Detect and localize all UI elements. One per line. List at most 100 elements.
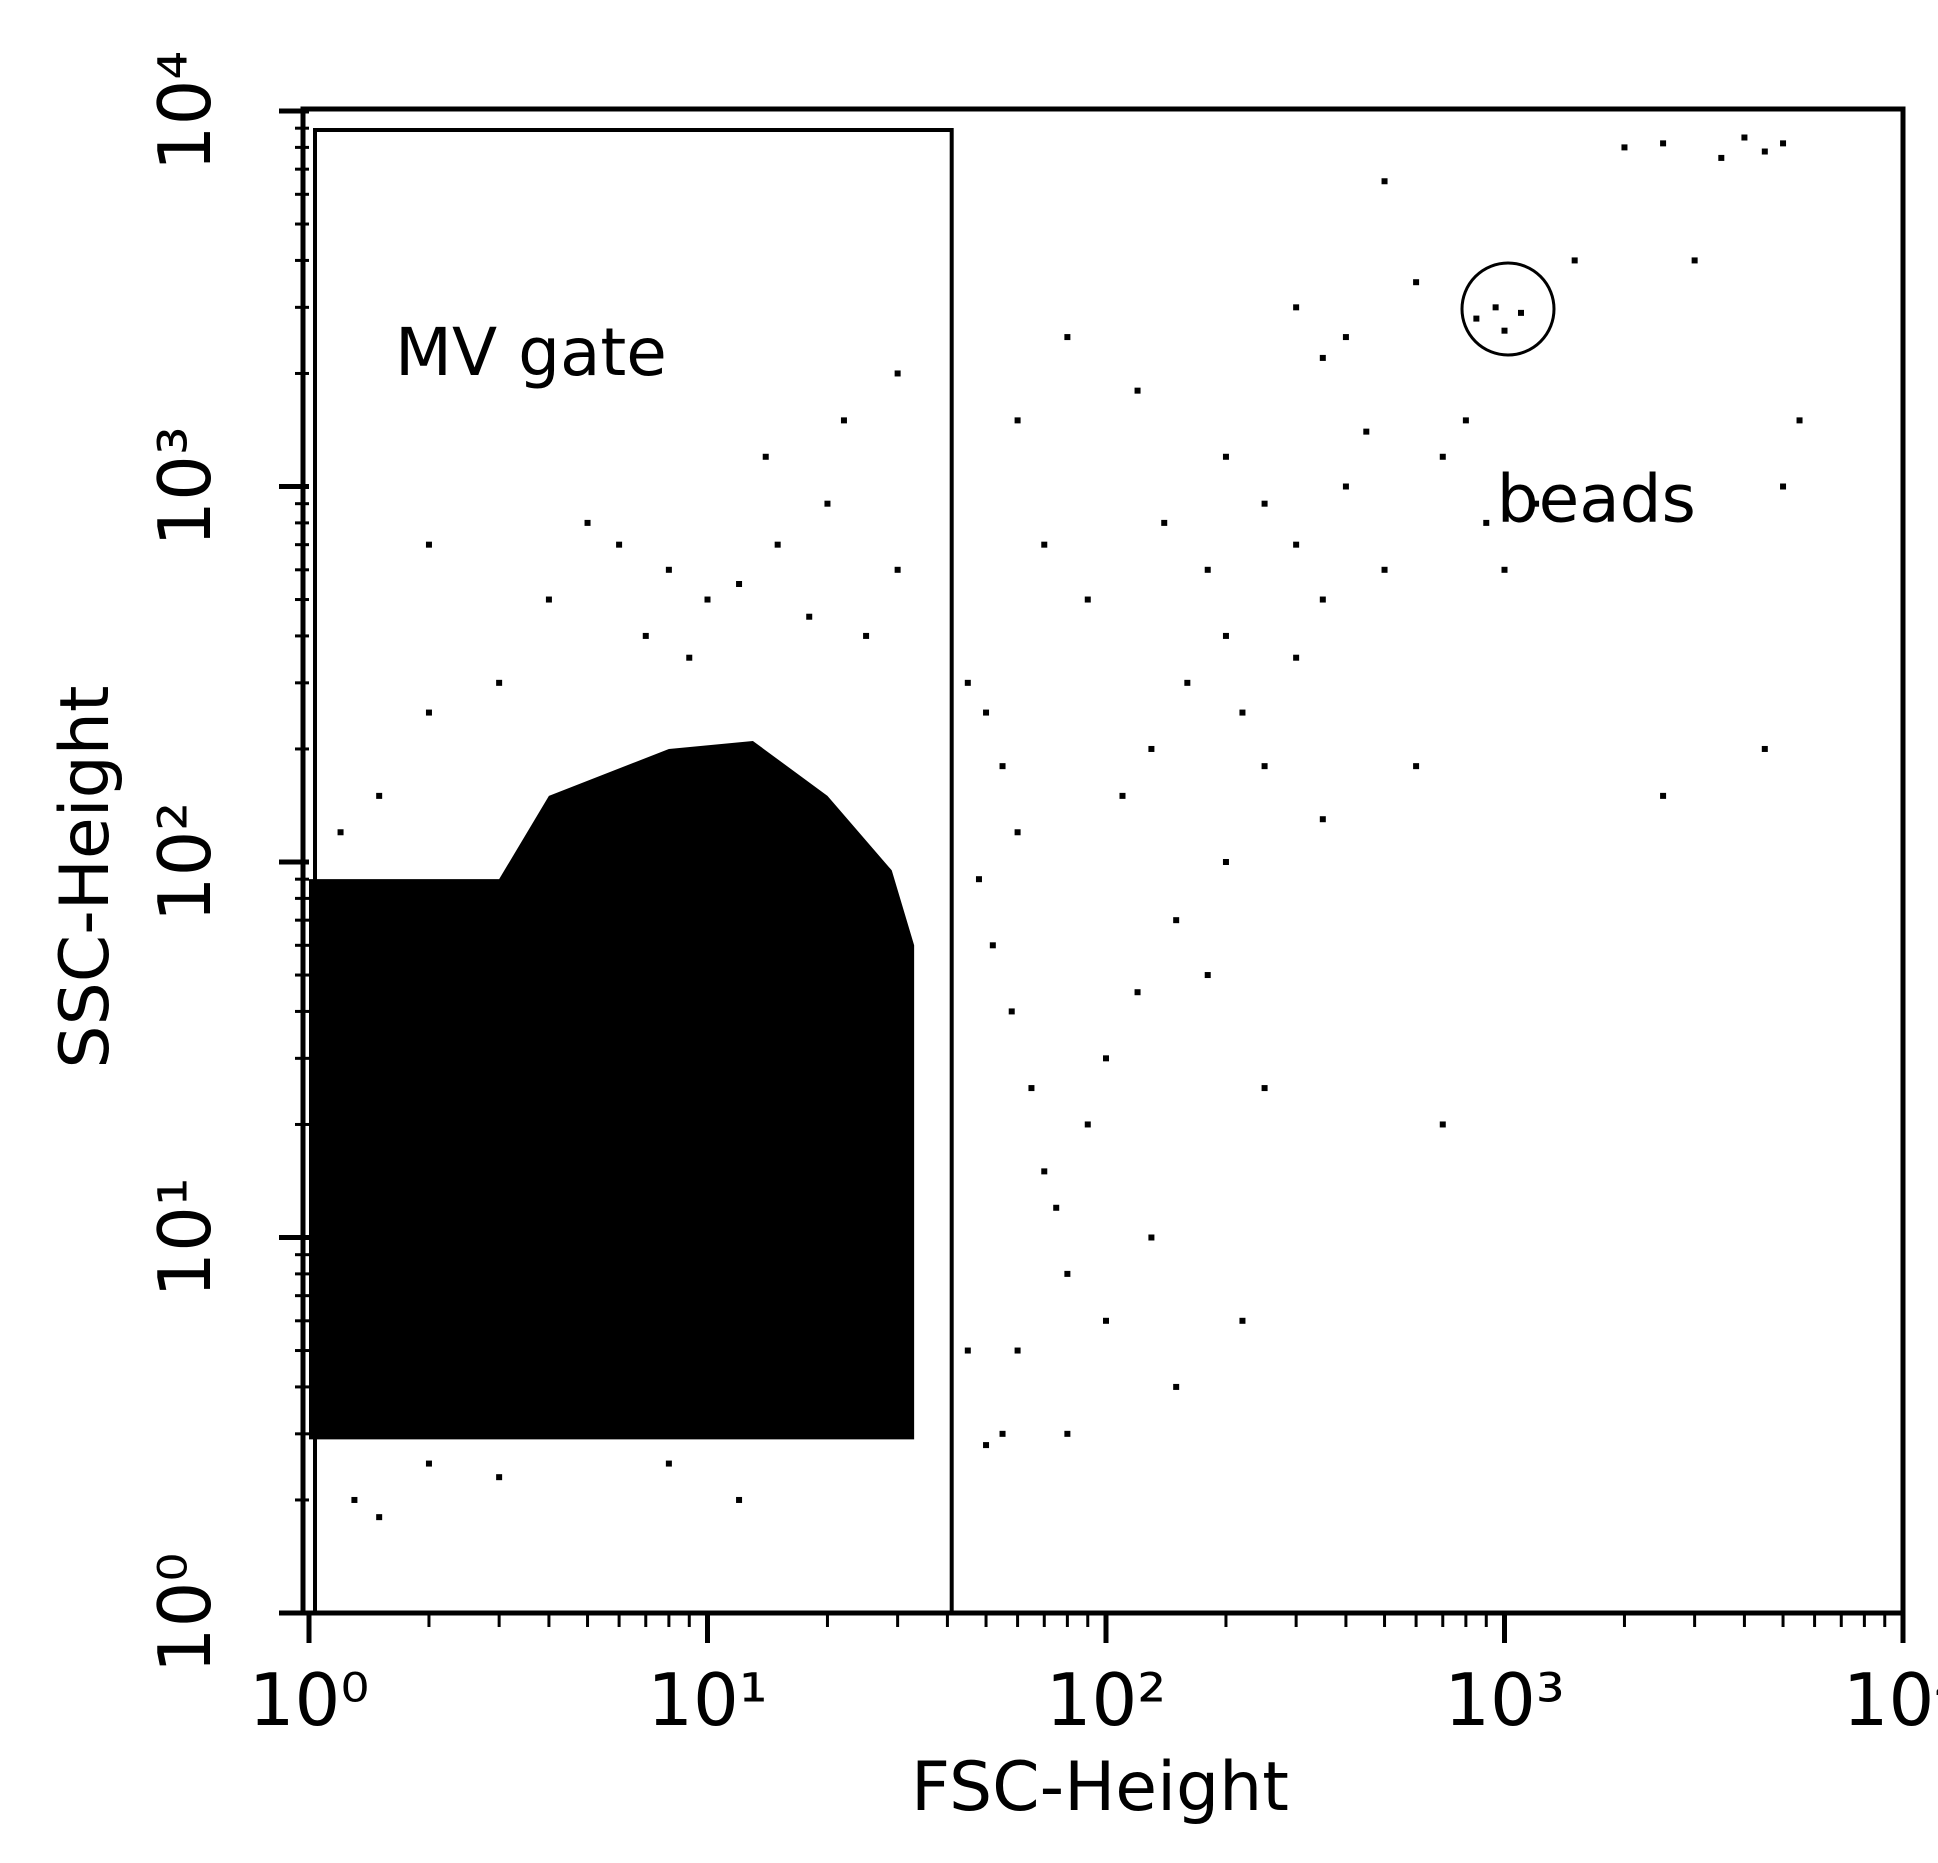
event-dot xyxy=(1492,304,1499,311)
event-dot xyxy=(1148,745,1155,752)
event-dot xyxy=(686,654,693,661)
event-dot xyxy=(983,1442,990,1449)
event-dot xyxy=(975,876,982,883)
event-dot xyxy=(376,1514,383,1521)
event-dot xyxy=(1761,148,1768,155)
event-dot xyxy=(983,709,990,716)
event-dot xyxy=(1261,1085,1268,1092)
event-dot xyxy=(1691,257,1698,264)
event-dot xyxy=(1119,792,1126,799)
event-dot xyxy=(1239,1317,1246,1324)
event-dot xyxy=(736,580,743,587)
event-dot xyxy=(1293,654,1300,661)
event-dot xyxy=(1501,327,1508,334)
event-dot xyxy=(1173,1383,1180,1390)
beads-circle xyxy=(1460,261,1556,357)
event-dot xyxy=(1319,596,1326,603)
event-dot xyxy=(1239,709,1246,716)
y-tick-label: 10³ xyxy=(143,426,227,546)
event-dot xyxy=(774,541,781,548)
event-dot xyxy=(1222,859,1229,865)
event-dot xyxy=(1761,745,1768,752)
event-dot xyxy=(1134,989,1141,996)
event-dot xyxy=(1413,763,1420,770)
event-dot xyxy=(1161,519,1168,526)
event-dot xyxy=(1261,763,1268,770)
event-dot xyxy=(1204,972,1211,979)
event-dot xyxy=(1173,917,1180,924)
event-dot xyxy=(1014,417,1021,424)
x-tick-label: 10¹ xyxy=(647,1658,767,1742)
event-dot xyxy=(1261,500,1268,507)
event-dot xyxy=(1319,816,1326,823)
event-dot xyxy=(824,500,831,507)
event-dot xyxy=(545,596,552,603)
event-dot xyxy=(1439,453,1446,460)
event-dot xyxy=(1222,632,1229,639)
gate xyxy=(313,128,954,1616)
event-dot xyxy=(1342,334,1349,341)
x-axis-label: FSC-Height xyxy=(911,1748,1289,1827)
event-dot xyxy=(1660,792,1667,799)
event-dot xyxy=(584,519,591,526)
event-dot xyxy=(1084,1121,1091,1128)
event-dot xyxy=(665,1460,672,1467)
event-dot xyxy=(1517,309,1524,316)
event-dot xyxy=(1014,1347,1021,1354)
event-dot xyxy=(1462,417,1469,424)
event-dot xyxy=(1780,483,1787,490)
event-dot xyxy=(1473,315,1480,322)
event-dot xyxy=(1103,1317,1109,1324)
event-dot xyxy=(425,1460,432,1467)
event-dot xyxy=(1008,1008,1015,1015)
event-dot xyxy=(1621,144,1628,151)
event-dot xyxy=(999,763,1006,770)
event-dot xyxy=(1293,541,1300,548)
event-dot xyxy=(376,792,383,799)
x-tick-label: 10⁰ xyxy=(249,1658,369,1742)
y-tick-label: 10² xyxy=(143,802,227,922)
event-dot xyxy=(1741,134,1748,141)
event-dot xyxy=(704,596,711,603)
event-dot xyxy=(1028,1085,1035,1092)
event-dot xyxy=(425,541,432,548)
event-dot xyxy=(1064,1270,1071,1277)
y-tick-label: 10⁴ xyxy=(143,51,227,171)
event-dot xyxy=(1660,140,1667,147)
annotation: beads xyxy=(1497,461,1696,538)
x-tick-label: 10³ xyxy=(1444,1658,1564,1742)
event-dot xyxy=(1053,1204,1060,1211)
event-dot xyxy=(337,829,344,836)
event-dot xyxy=(1184,679,1191,686)
event-dot xyxy=(496,1474,503,1481)
event-dot xyxy=(1501,566,1508,573)
event-dot xyxy=(1064,334,1071,341)
event-dot xyxy=(1363,428,1370,435)
event-dot xyxy=(1319,354,1326,361)
event-dot xyxy=(1084,596,1091,603)
event-dot xyxy=(1222,453,1229,460)
event-dot xyxy=(840,417,847,424)
event-dot xyxy=(1718,154,1725,161)
event-dot xyxy=(894,370,901,377)
event-dot xyxy=(1064,1430,1071,1437)
event-dot xyxy=(425,709,432,716)
event-dot xyxy=(351,1496,358,1503)
y-tick-label: 10¹ xyxy=(143,1177,227,1297)
event-dot xyxy=(665,566,672,573)
event-dot xyxy=(1041,541,1048,548)
event-dot xyxy=(642,632,649,639)
event-dot xyxy=(1796,417,1803,424)
event-dot xyxy=(736,1496,743,1503)
event-dot xyxy=(1148,1234,1155,1241)
x-tick-label: 10² xyxy=(1046,1658,1166,1742)
y-tick-label: 10⁰ xyxy=(143,1553,227,1673)
event-dot xyxy=(999,1430,1006,1437)
y-axis-label: SSC-Height xyxy=(46,685,125,1068)
event-dot xyxy=(1571,257,1578,264)
gate-label: MV gate xyxy=(395,314,667,391)
event-dot xyxy=(964,1347,971,1354)
event-dot xyxy=(1134,387,1141,394)
event-dot xyxy=(1483,519,1490,526)
